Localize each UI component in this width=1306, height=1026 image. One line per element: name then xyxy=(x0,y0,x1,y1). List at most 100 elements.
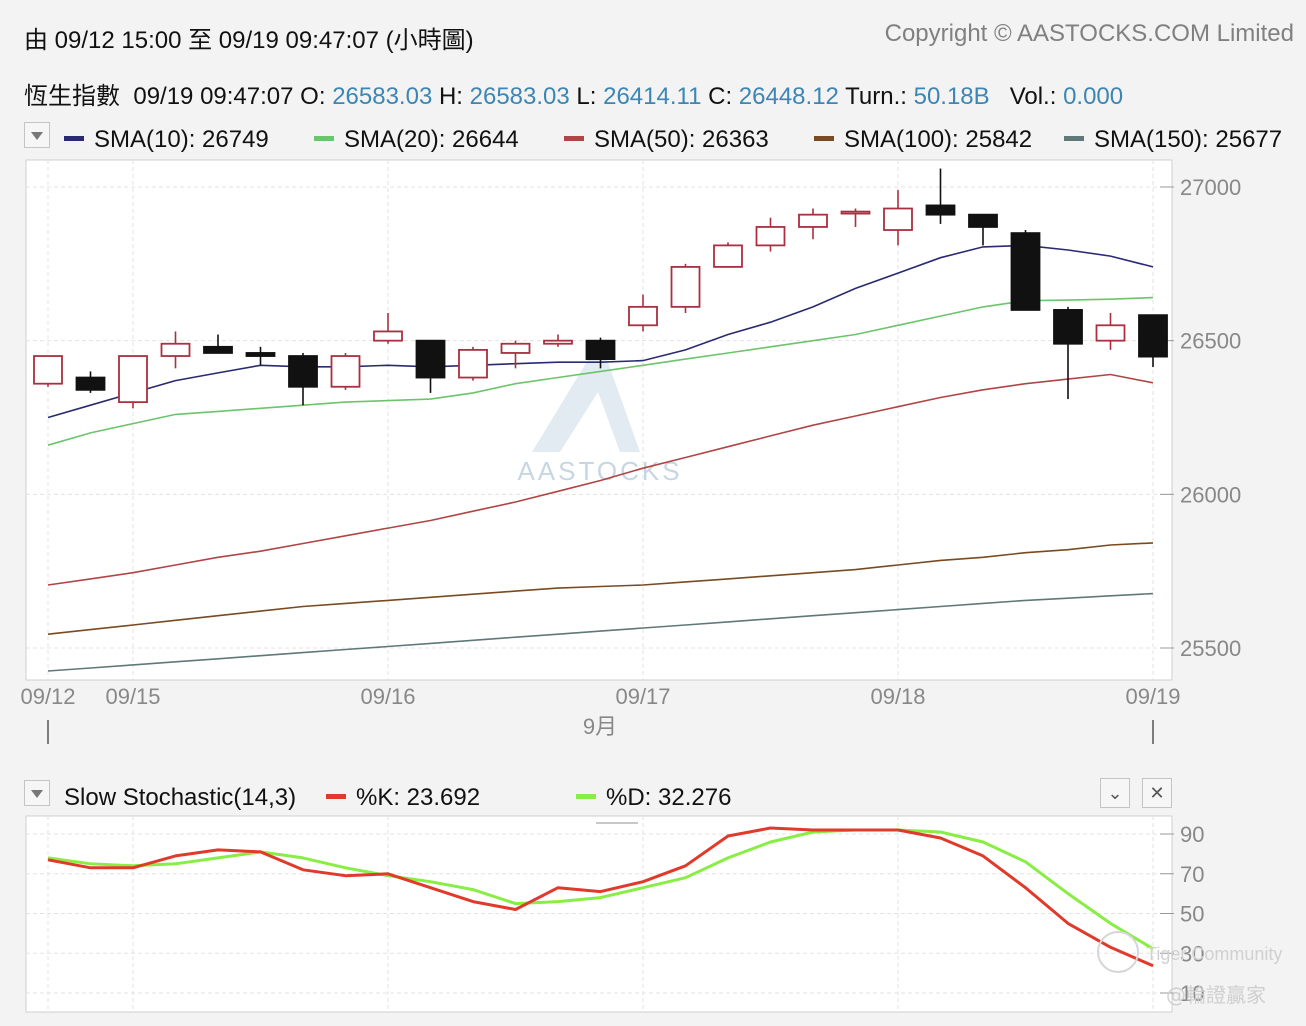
sma-line-sma150 xyxy=(47,592,1154,672)
candle-body xyxy=(245,352,276,357)
candle-body xyxy=(968,213,998,228)
chevron-down-icon: ⌄ xyxy=(1107,783,1123,803)
x-tick-label: 09/16 xyxy=(360,684,415,709)
sma-line-sma100 xyxy=(47,542,1154,635)
candle-body xyxy=(883,207,913,231)
candle-body xyxy=(840,210,871,215)
candle xyxy=(1138,314,1168,368)
stoch-dropdown-button[interactable] xyxy=(24,780,50,806)
swatch-sma100 xyxy=(814,136,834,142)
quote-datetime: 09/19 09:47:07 xyxy=(133,83,294,110)
sma-line-sma20 xyxy=(47,296,1154,446)
candle-body xyxy=(1138,314,1168,358)
legend-sma150: SMA(150): 25677 xyxy=(1064,126,1282,154)
candle xyxy=(160,331,191,369)
candle xyxy=(500,340,531,369)
candle-body xyxy=(33,355,63,385)
swatch-d xyxy=(576,794,596,800)
low-value: 26414.11 xyxy=(603,83,702,110)
sma-line-sma50 xyxy=(47,373,1154,586)
candle-body xyxy=(755,226,786,247)
swatch-k xyxy=(326,794,346,800)
stoch-legend: Slow Stochastic(14,3) %K: 23.692 %D: 32.… xyxy=(0,778,1306,814)
legend-k: %K: 23.692 xyxy=(326,784,480,812)
date-range: 由 09/12 15:00 至 09/19 09:47:07 (小時圖) xyxy=(24,27,474,54)
candle xyxy=(415,339,446,393)
user-watermark-text: @輪證贏家 xyxy=(1166,983,1266,1007)
candle-body xyxy=(75,376,106,391)
stoch-y-tick-label: 50 xyxy=(1180,902,1204,927)
legend-k-label: %K: 23.692 xyxy=(356,784,481,811)
main-y-tick-label: 26000 xyxy=(1180,482,1241,507)
candle xyxy=(245,346,276,366)
swatch-sma10 xyxy=(64,136,84,142)
low-label: L: xyxy=(576,83,597,110)
candle-body xyxy=(543,339,573,345)
header-row: 由 09/12 15:00 至 09/19 09:47:07 (小時圖) Cop… xyxy=(0,20,1306,54)
candle xyxy=(75,371,106,393)
stoch-y-gridlines xyxy=(26,833,1174,994)
candle-body xyxy=(288,355,318,388)
candle-body xyxy=(1010,232,1041,311)
index-name: 恆生指數 xyxy=(24,83,120,110)
stoch-line-d xyxy=(47,828,1154,950)
candle xyxy=(1010,230,1041,311)
candle xyxy=(118,355,148,409)
main-chart-dropdown-button[interactable] xyxy=(24,122,50,148)
main-y-tick-label: 27000 xyxy=(1180,175,1241,200)
stoch-y-labels: 90 70 50 30 10 xyxy=(1180,822,1204,1006)
candle xyxy=(543,334,573,347)
candle xyxy=(458,346,488,381)
legend-sma10: SMA(10): 26749 xyxy=(64,126,269,154)
x-tick-label: 09/12 xyxy=(20,684,75,709)
month-label: 9月 xyxy=(583,714,617,739)
candle-body xyxy=(118,355,148,404)
candle-body xyxy=(458,348,488,379)
candle xyxy=(330,352,361,390)
candle xyxy=(373,313,403,344)
legend-sma100: SMA(100): 25842 xyxy=(814,126,1032,154)
watermark-logo-icon xyxy=(532,340,640,452)
swatch-sma20 xyxy=(314,136,334,142)
candle xyxy=(883,190,913,246)
candle-body xyxy=(203,345,233,354)
stoch-line-k xyxy=(47,826,1154,968)
x-tick-label: 09/18 xyxy=(870,684,925,709)
legend-sma100-label: SMA(100): 25842 xyxy=(844,126,1033,153)
close-label: C: xyxy=(708,83,733,110)
candle xyxy=(755,217,786,252)
stoch-y-tick-label: 10 xyxy=(1180,981,1204,1006)
tiger-watermark: Tiger Community @輪證贏家 xyxy=(1097,931,1282,1007)
main-y-tick-label: 26500 xyxy=(1180,329,1241,354)
close-panel-button[interactable]: ✕ xyxy=(1142,778,1172,808)
legend-sma50: SMA(50): 26363 xyxy=(564,126,769,154)
stoch-y-tick-label: 70 xyxy=(1180,862,1204,887)
candle xyxy=(670,263,701,314)
legend-d-label: %D: 32.276 xyxy=(606,784,732,811)
x-tick-label: 09/15 xyxy=(105,684,160,709)
legend-sma10-label: SMA(10): 26749 xyxy=(94,126,269,153)
candle xyxy=(33,355,63,387)
candle-body xyxy=(500,342,531,354)
legend-sma20: SMA(20): 26644 xyxy=(314,126,519,154)
candle xyxy=(288,352,318,406)
main-y-labels: 27000 26500 26000 25500 xyxy=(1180,175,1241,661)
candle-body xyxy=(1053,309,1083,345)
candle xyxy=(628,294,658,332)
collapse-panel-button[interactable]: ⌄ xyxy=(1100,778,1130,808)
open-label: O: xyxy=(300,83,326,110)
candle-body xyxy=(1095,324,1126,342)
candle xyxy=(585,337,616,369)
close-icon: ✕ xyxy=(1149,783,1165,803)
x-tick-label: 09/19 xyxy=(1125,684,1180,709)
candle xyxy=(968,213,998,246)
legend-d: %D: 32.276 xyxy=(576,784,731,812)
candlesticks xyxy=(33,168,1168,409)
tiger-watermark-text: Tiger Community xyxy=(1146,944,1282,964)
turn-label: Turn.: xyxy=(845,83,907,110)
tiger-logo-icon xyxy=(1097,931,1139,973)
candle xyxy=(203,334,233,354)
candle xyxy=(925,168,956,224)
candle-body xyxy=(585,339,616,361)
